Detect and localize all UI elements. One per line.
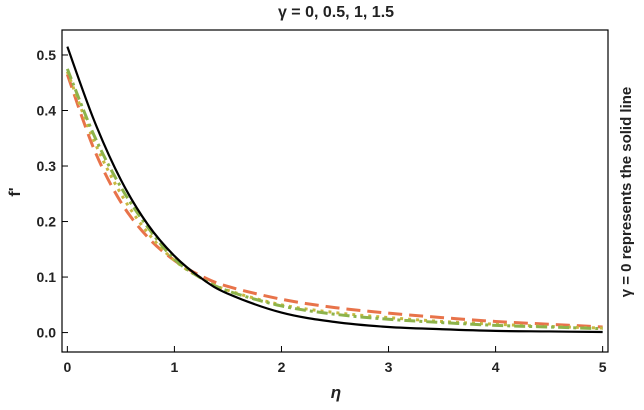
x-axis-ticks: 0 1 2 3 4 5 <box>63 346 607 375</box>
series-line-solid <box>66 46 603 334</box>
plot-frame <box>61 29 609 353</box>
x-tick-label: 5 <box>599 359 607 375</box>
y-tick-label: 0.0 <box>37 325 57 341</box>
side-annotation: γ = 0 represents the solid line <box>618 87 635 298</box>
series-layer <box>65 46 603 334</box>
x-tick-label: 4 <box>492 359 500 375</box>
x-tick-label: 0 <box>63 359 71 375</box>
series-line-dashed <box>65 73 603 329</box>
y-tick-label: 0.4 <box>37 103 57 119</box>
x-tick-label: 2 <box>278 359 286 375</box>
y-axis-ticks: 0.0 0.1 0.2 0.3 0.4 0.5 <box>37 47 68 341</box>
series-line-dotted <box>65 71 603 330</box>
y-tick-label: 0.3 <box>37 158 57 174</box>
y-tick-label: 0.2 <box>37 214 57 230</box>
y-tick-label: 0.1 <box>37 269 57 285</box>
x-axis-label: η <box>331 383 341 402</box>
x-tick-label: 1 <box>171 359 179 375</box>
series-line-dashdot <box>65 68 603 331</box>
x-tick-label: 3 <box>385 359 393 375</box>
y-tick-label: 0.5 <box>37 47 57 63</box>
y-axis-label: f' <box>7 187 24 196</box>
chart-title: γ = 0, 0.5, 1, 1.5 <box>278 4 394 21</box>
